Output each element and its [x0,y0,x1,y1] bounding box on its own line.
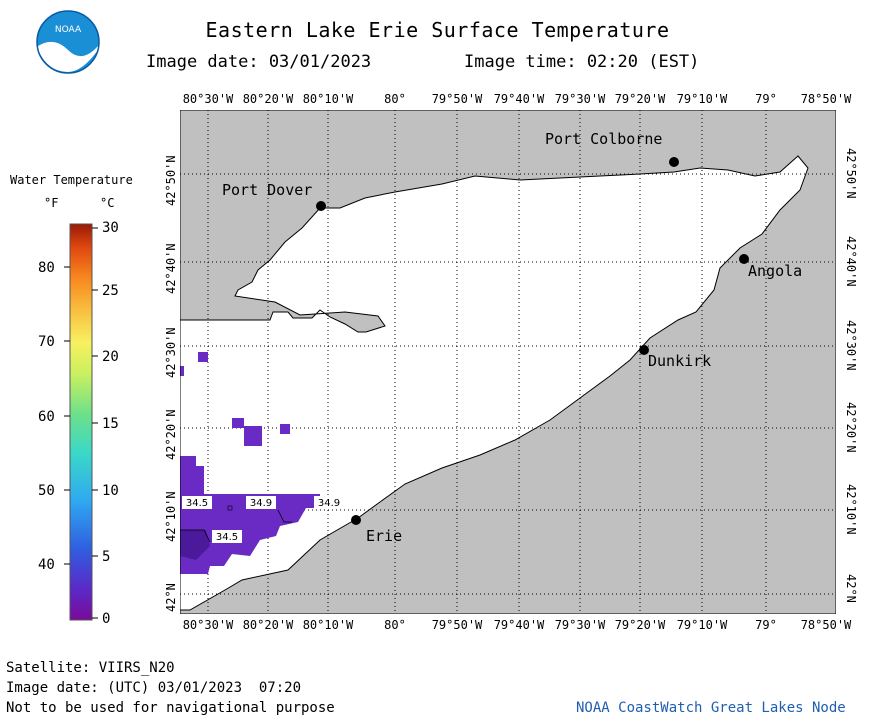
satellite-info: Satellite: VIIRS_N20 [6,660,175,676]
lon-label-top: 79°50'W [431,92,483,106]
lat-label-right: 42°50'N [844,148,858,199]
legend-f-tick: 70 [38,334,55,350]
temp-label: 34.5 [186,498,208,509]
legend-c-tick: 25 [102,283,119,299]
legend-unit-c: °C [100,196,115,210]
lon-label-top: 80°10'W [302,92,354,106]
image-time: Image time: 02:20 (EST) [464,52,700,72]
temperature-pixels [180,352,320,574]
legend-f-tick: 60 [38,409,55,425]
dark-temperature-patch [180,530,210,560]
lon-label-top: 79°40'W [493,92,545,106]
lon-label-top: 80°30'W [182,92,234,106]
lat-label-left: 42°N [164,583,178,612]
lon-label-bottom: 79°50'W [431,618,483,632]
city-label-port-colborne: Port Colborne [545,130,662,148]
city-point-port-dover [316,201,326,211]
lat-label-left: 42°50'N [164,155,178,206]
city-point-dunkirk [639,345,649,355]
lon-label-bottom: 79°40'W [493,618,545,632]
legend-c-tick: 0 [102,611,111,627]
legend-c-tick: 20 [102,349,119,365]
lon-label-top: 80° [384,92,406,106]
temp-label: 34.9 [250,498,272,509]
noaa-logo: NOAA [36,10,100,74]
lat-label-right: 42°N [844,574,858,603]
city-label-dunkirk: Dunkirk [648,352,711,370]
lat-label-left: 42°10'N [164,491,178,542]
lat-label-left: 42°30'N [164,327,178,378]
noaa-logo-text: NOAA [55,25,82,35]
lon-label-top: 80°20'W [242,92,294,106]
lon-label-bottom: 78°50'W [800,618,852,632]
lat-label-right: 42°30'N [844,320,858,371]
temp-label: 34.5 [216,532,238,543]
page-title: Eastern Lake Erie Surface Temperature [205,18,670,42]
city-point-port-colborne [669,157,679,167]
lon-label-bottom: 79°10'W [676,618,728,632]
image-date: Image date: 03/01/2023 [146,52,372,72]
city-label-port-dover: Port Dover [222,181,312,199]
legend-c-tick: 5 [102,549,111,565]
temp-label: 34.9 [318,498,340,509]
legend-title: Water Temperature [10,173,133,187]
legend-c-tick: 15 [102,416,119,432]
lon-label-bottom: 79°30'W [554,618,606,632]
utc-date-info: Image date: (UTC) 03/01/2023 07:20 [6,680,302,696]
lon-label-bottom: 80°10'W [302,618,354,632]
lon-label-top: 79°10'W [676,92,728,106]
legend-colorbar [64,223,98,621]
lat-label-right: 42°40'N [844,236,858,287]
city-label-angola: Angola [748,262,802,280]
lon-label-bottom: 79°20'W [614,618,666,632]
legend-f-tick: 50 [38,483,55,499]
lat-label-left: 42°40'N [164,243,178,294]
lon-label-top: 79° [755,92,777,106]
lat-label-right: 42°20'N [844,402,858,453]
legend-unit-f: °F [44,196,59,210]
lon-label-top: 78°50'W [800,92,852,106]
city-label-erie: Erie [366,527,402,545]
lon-label-top: 79°20'W [614,92,666,106]
legend-f-tick: 80 [38,260,55,276]
lat-label-right: 42°10'N [844,484,858,535]
disclaimer: Not to be used for navigational purpose [6,700,335,716]
city-point-angola [739,254,749,264]
lon-label-top: 79°30'W [554,92,606,106]
legend-c-tick: 30 [102,220,119,236]
lon-label-bottom: 79° [755,618,777,632]
legend-f-tick: 40 [38,557,55,573]
lat-label-left: 42°20'N [164,409,178,460]
lon-label-bottom: 80°30'W [182,618,234,632]
city-point-erie [351,515,361,525]
legend-c-tick: 10 [102,483,119,499]
credit-line: NOAA CoastWatch Great Lakes Node [576,700,846,716]
lon-label-bottom: 80°20'W [242,618,294,632]
lake-map: 34.5 34.9 34.9 34.5 Port Colborne Port D… [180,110,836,614]
lon-label-bottom: 80° [384,618,406,632]
